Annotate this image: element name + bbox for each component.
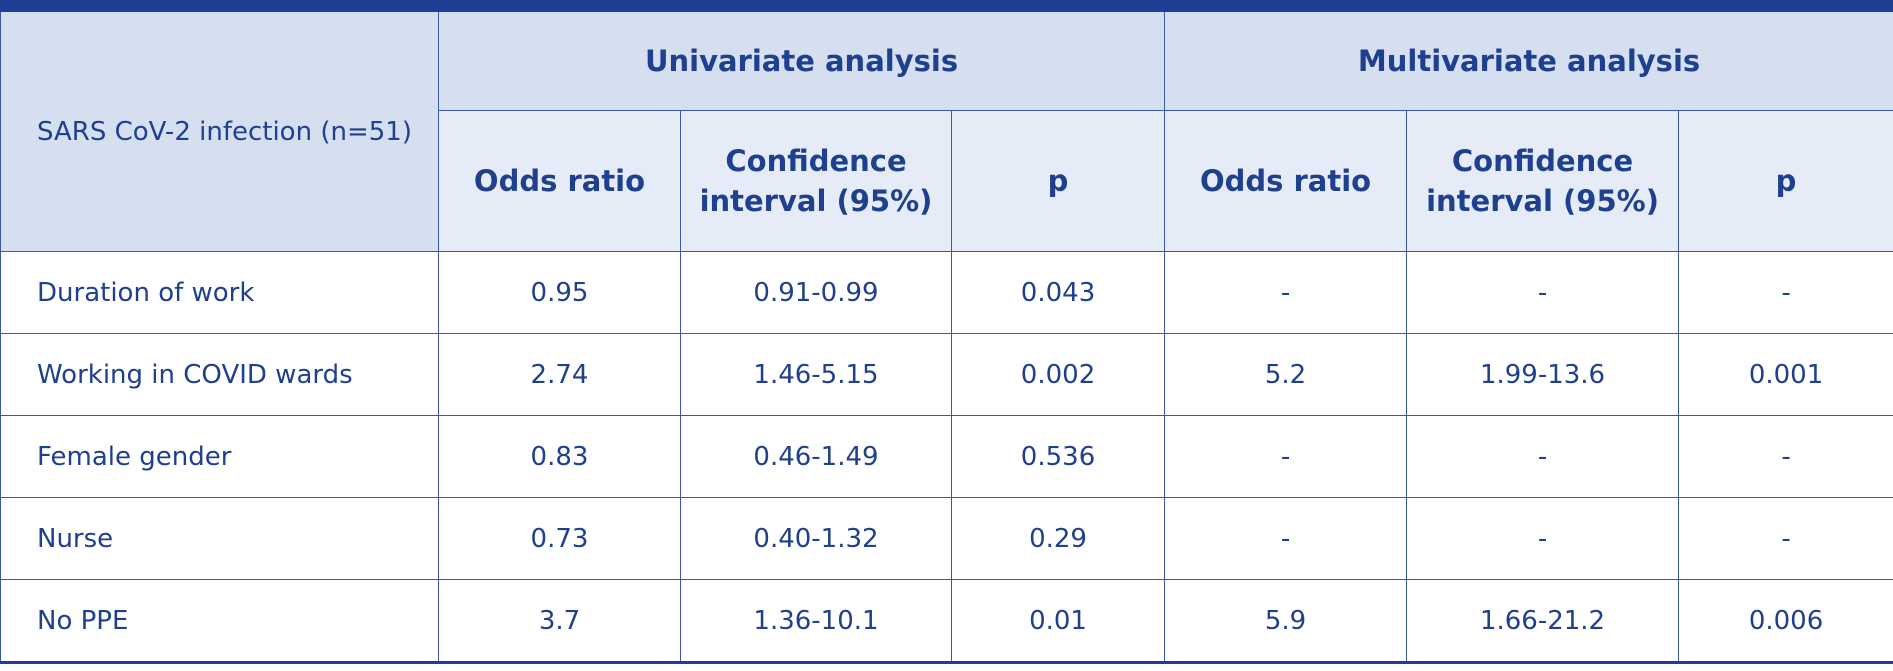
cell: 0.01 xyxy=(950,579,1166,663)
column-header: p xyxy=(1678,110,1893,252)
cell: - xyxy=(1406,251,1680,334)
table-row: Nurse 0.73 0.40-1.32 0.29- - - xyxy=(0,497,1893,580)
column-header: Confidence interval (95%) xyxy=(680,110,952,252)
column-header: p xyxy=(950,110,1166,252)
table-title: SARS CoV-2 infection (n=51) xyxy=(0,5,439,252)
cell: 0.043 xyxy=(950,251,1166,334)
cell: 1.46-5.15 xyxy=(680,333,952,416)
cell: - xyxy=(1406,415,1680,498)
cell: 1.99-13.6 xyxy=(1406,333,1680,416)
table-row: No PPE 3.7 1.36-10.1 0.01 5.9 1.66-21.2 0.006 xyxy=(0,579,1893,663)
row-label: Female gender xyxy=(0,415,439,498)
row-label: Working in COVID wards xyxy=(0,333,439,416)
cell: 2.74 xyxy=(438,333,681,416)
table-row: Female gender 0.83 0.46-1.49 0.536- - - xyxy=(0,415,1893,498)
cell: - xyxy=(1406,497,1680,580)
cell: 0.91-0.99 xyxy=(680,251,952,334)
cell: - xyxy=(1678,497,1893,580)
cell: 3.7 xyxy=(438,579,681,663)
column-header: Odds ratio xyxy=(438,110,681,252)
column-header: Odds ratio xyxy=(1164,110,1408,252)
row-label: Nurse xyxy=(0,497,439,580)
cell: - xyxy=(1164,251,1408,334)
cell: - xyxy=(1678,251,1893,334)
cell: - xyxy=(1164,497,1408,580)
cell: 0.95 xyxy=(438,251,681,334)
cell: 0.002 xyxy=(950,333,1166,416)
subheader-row: Odds ratio Confidence interval (95%) p Odds… xyxy=(1,110,1893,252)
cell: 1.66-21.2 xyxy=(1406,579,1680,663)
cell: - xyxy=(1164,415,1408,498)
row-label: No PPE xyxy=(0,579,439,663)
cell: 0.83 xyxy=(438,415,681,498)
cell: 0.46-1.49 xyxy=(680,415,952,498)
cell: 0.536 xyxy=(950,415,1166,498)
table-row: Working in COVID wards 2.74 1.46-5.15 0.002… xyxy=(0,333,1893,416)
cell: 0.40-1.32 xyxy=(680,497,952,580)
cell: 5.9 xyxy=(1164,579,1408,663)
cell: - xyxy=(1678,415,1893,498)
cell: 1.36-10.1 xyxy=(680,579,952,663)
cell: 0.73 xyxy=(438,497,681,580)
group-header: Univariate analysis xyxy=(437,5,1166,111)
table-row: Duration of work 0.95 0.91-0.99 0.043- - - xyxy=(0,251,1893,334)
cell: 0.001 xyxy=(1678,333,1893,416)
cell: 0.29 xyxy=(950,497,1166,580)
row-label: Duration of work xyxy=(0,251,439,334)
group-header: Multivariate analysis xyxy=(1164,5,1893,111)
header-row: SARS CoV-2 infection (n=51) Univariate a… xyxy=(0,5,1893,252)
column-header: Confidence interval (95%) xyxy=(1406,110,1680,252)
cell: 5.2 xyxy=(1164,333,1408,416)
cell: 0.006 xyxy=(1678,579,1893,663)
table-body: Duration of work 0.95 0.91-0.99 0.043- - - Wor… xyxy=(0,251,1893,663)
